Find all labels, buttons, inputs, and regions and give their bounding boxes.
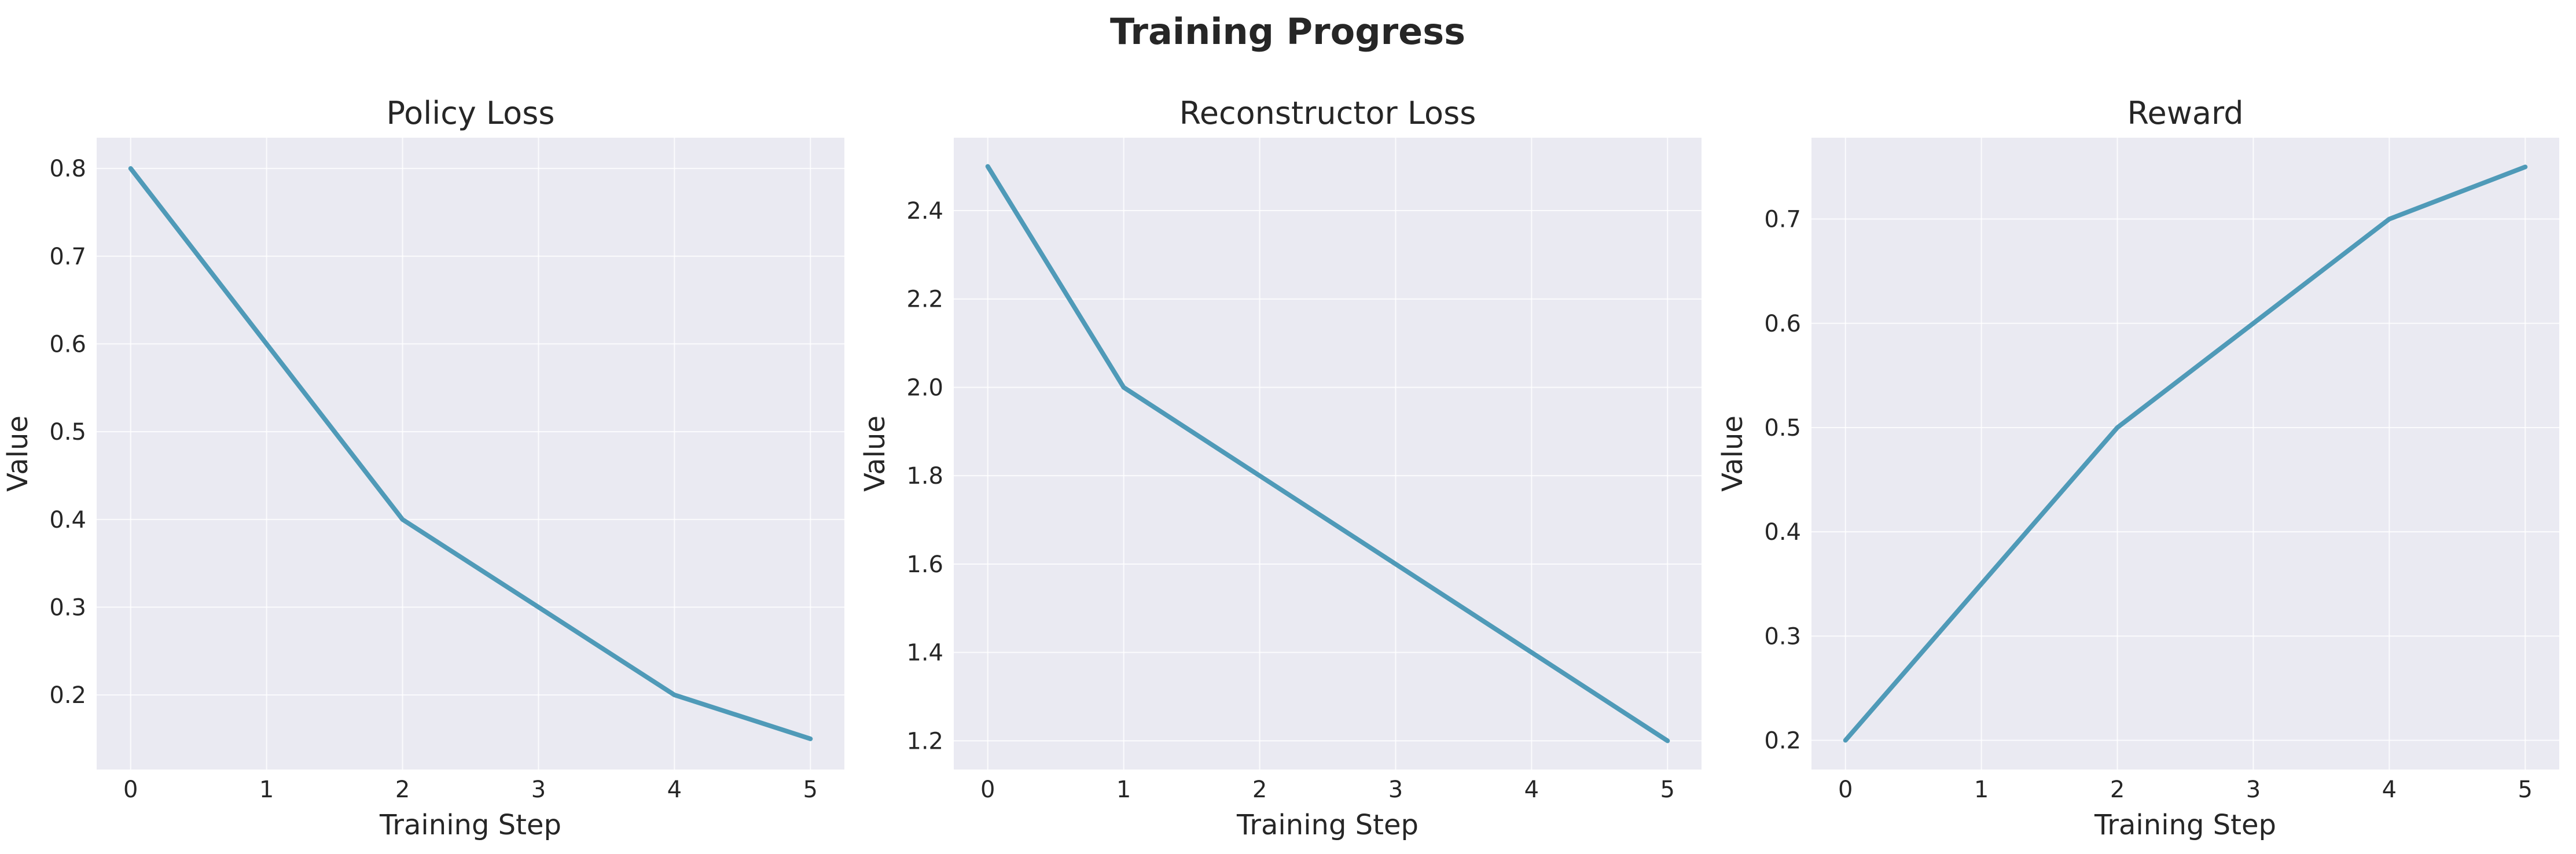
- y-tick-label: 0.3: [1764, 623, 1801, 650]
- x-tick-label: 4: [667, 776, 682, 803]
- x-tick-label: 5: [1660, 776, 1675, 803]
- y-tick-label: 1.2: [906, 728, 943, 754]
- x-tick-label: 1: [1974, 776, 1989, 803]
- x-tick-label: 4: [1524, 776, 1539, 803]
- y-tick-label: 2.2: [906, 286, 943, 313]
- y-tick-label: 0.5: [1764, 415, 1801, 441]
- y-axis-label: Value: [2, 415, 34, 492]
- y-axis-label: Value: [859, 415, 891, 492]
- y-tick-label: 2.4: [906, 198, 943, 224]
- x-tick-label: 3: [531, 776, 546, 803]
- x-axis-label: Training Step: [379, 809, 561, 841]
- y-tick-label: 1.4: [906, 640, 943, 667]
- chart-title: Reconstructor Loss: [1179, 95, 1476, 131]
- x-tick-label: 4: [2382, 776, 2397, 803]
- x-tick-label: 0: [1838, 776, 1853, 803]
- x-tick-label: 2: [395, 776, 410, 803]
- x-tick-label: 3: [1388, 776, 1403, 803]
- y-tick-label: 0.6: [49, 331, 86, 358]
- x-axis-label: Training Step: [2094, 809, 2276, 841]
- plot-area: [1811, 138, 2559, 770]
- y-axis-label: Value: [1717, 415, 1749, 492]
- series-line: [985, 164, 1670, 743]
- chart-panel-3: 0 1 2 3 4 5 0.2 0.3 0.4 0.5 0.6 0.7 Reward Training S…: [1717, 95, 2559, 841]
- x-tick-label: 5: [803, 776, 818, 803]
- series-line: [128, 166, 813, 741]
- chart-panel-2: 0 1 2 3 4 5 1.2 1.4 1.6 1.8 2.0 2.2 2.4 Reconstructor…: [859, 95, 1702, 841]
- x-tick-label: 1: [1116, 776, 1131, 803]
- plot-area: [97, 138, 844, 770]
- chart-title: Policy Loss: [387, 95, 555, 131]
- series-line: [1843, 164, 2528, 743]
- plot-area: [954, 138, 1702, 770]
- y-tick-label: 1.6: [906, 551, 943, 578]
- y-tick-label: 0.7: [49, 244, 86, 270]
- figure-title: Training Progress: [1110, 10, 1465, 53]
- y-tick-label: 0.6: [1764, 311, 1801, 337]
- y-tick-label: 0.2: [49, 682, 86, 709]
- x-tick-label: 1: [259, 776, 274, 803]
- chart-title: Reward: [2127, 95, 2243, 131]
- x-axis-label: Training Step: [1236, 809, 1419, 841]
- x-tick-label: 0: [123, 776, 138, 803]
- y-tick-label: 0.7: [1764, 207, 1801, 233]
- x-tick-label: 2: [2110, 776, 2125, 803]
- y-tick-label: 0.4: [1764, 519, 1801, 546]
- x-tick-label: 0: [980, 776, 995, 803]
- chart-panels: 0 1 2 3 4 5 0.2 0.3 0.4 0.5 0.6 0.7 0.8 Policy Loss Tr…: [2, 95, 2559, 841]
- x-tick-label: 2: [1252, 776, 1267, 803]
- chart-panel-1: 0 1 2 3 4 5 0.2 0.3 0.4 0.5 0.6 0.7 0.8 Policy Loss Tr…: [2, 95, 844, 841]
- y-tick-label: 1.8: [906, 463, 943, 489]
- y-tick-label: 0.4: [49, 507, 86, 533]
- y-tick-label: 0.8: [49, 156, 86, 182]
- x-tick-label: 3: [2246, 776, 2261, 803]
- x-tick-label: 5: [2518, 776, 2533, 803]
- y-tick-label: 2.0: [906, 374, 943, 401]
- y-tick-label: 0.3: [49, 594, 86, 621]
- y-tick-label: 0.2: [1764, 728, 1801, 754]
- y-tick-label: 0.5: [49, 419, 86, 446]
